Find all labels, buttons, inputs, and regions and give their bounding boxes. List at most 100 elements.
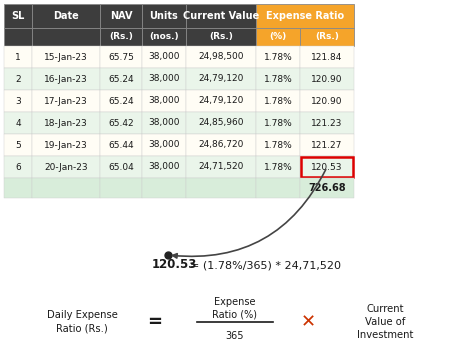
FancyBboxPatch shape <box>142 46 186 68</box>
FancyBboxPatch shape <box>4 156 32 178</box>
Text: 1: 1 <box>15 52 21 62</box>
Text: 65.24: 65.24 <box>108 97 134 105</box>
FancyBboxPatch shape <box>300 28 354 46</box>
Text: 24,86,720: 24,86,720 <box>198 140 244 150</box>
FancyBboxPatch shape <box>100 90 142 112</box>
Text: =: = <box>147 313 163 331</box>
FancyBboxPatch shape <box>186 112 256 134</box>
FancyBboxPatch shape <box>100 112 142 134</box>
Text: 120.90: 120.90 <box>311 75 343 84</box>
Text: 120.53: 120.53 <box>311 163 343 172</box>
FancyBboxPatch shape <box>300 112 354 134</box>
FancyBboxPatch shape <box>300 46 354 68</box>
Text: 121.27: 121.27 <box>311 140 343 150</box>
FancyBboxPatch shape <box>300 134 354 156</box>
FancyBboxPatch shape <box>100 156 142 178</box>
FancyBboxPatch shape <box>186 68 256 90</box>
Text: 121.84: 121.84 <box>311 52 343 62</box>
FancyBboxPatch shape <box>100 68 142 90</box>
FancyBboxPatch shape <box>142 68 186 90</box>
FancyBboxPatch shape <box>300 156 354 178</box>
Text: 24,71,520: 24,71,520 <box>198 163 244 172</box>
Text: 65.24: 65.24 <box>108 75 134 84</box>
FancyBboxPatch shape <box>4 134 32 156</box>
Text: ✕: ✕ <box>301 313 316 331</box>
Text: 120.53: 120.53 <box>152 258 197 272</box>
Text: Units: Units <box>150 11 178 21</box>
FancyBboxPatch shape <box>32 134 100 156</box>
Text: 1.78%: 1.78% <box>264 75 292 84</box>
Text: 726.68: 726.68 <box>308 183 346 193</box>
FancyBboxPatch shape <box>100 4 142 28</box>
FancyBboxPatch shape <box>142 4 186 28</box>
Text: 65.75: 65.75 <box>108 52 134 62</box>
Text: 365: 365 <box>226 331 244 341</box>
FancyBboxPatch shape <box>256 28 300 46</box>
Text: 15-Jan-23: 15-Jan-23 <box>44 52 88 62</box>
Text: 1.78%: 1.78% <box>264 97 292 105</box>
FancyBboxPatch shape <box>256 68 300 90</box>
Text: 3: 3 <box>15 97 21 105</box>
FancyBboxPatch shape <box>300 178 354 198</box>
Text: Expense
Ratio (%): Expense Ratio (%) <box>212 297 257 319</box>
Text: Current
Value of
Investment: Current Value of Investment <box>357 304 413 340</box>
Text: 24,98,500: 24,98,500 <box>198 52 244 62</box>
Text: (nos.): (nos.) <box>149 33 179 42</box>
FancyBboxPatch shape <box>186 46 256 68</box>
Text: 24,85,960: 24,85,960 <box>198 118 244 127</box>
Text: 5: 5 <box>15 140 21 150</box>
FancyBboxPatch shape <box>4 46 32 68</box>
FancyBboxPatch shape <box>32 178 100 198</box>
Text: 1.78%: 1.78% <box>264 163 292 172</box>
FancyBboxPatch shape <box>32 28 100 46</box>
Text: 38,000: 38,000 <box>148 75 180 84</box>
Text: 1.78%: 1.78% <box>264 52 292 62</box>
FancyBboxPatch shape <box>186 156 256 178</box>
Text: NAV: NAV <box>110 11 132 21</box>
Text: 1.78%: 1.78% <box>264 140 292 150</box>
FancyBboxPatch shape <box>142 134 186 156</box>
FancyBboxPatch shape <box>32 46 100 68</box>
Text: 120.90: 120.90 <box>311 97 343 105</box>
Text: SL: SL <box>11 11 25 21</box>
FancyBboxPatch shape <box>4 112 32 134</box>
FancyBboxPatch shape <box>4 4 32 28</box>
FancyBboxPatch shape <box>142 90 186 112</box>
FancyBboxPatch shape <box>32 112 100 134</box>
Text: 19-Jan-23: 19-Jan-23 <box>44 140 88 150</box>
Text: 38,000: 38,000 <box>148 118 180 127</box>
Text: (Rs.): (Rs.) <box>109 33 133 42</box>
Text: Daily Expense
Ratio (Rs.): Daily Expense Ratio (Rs.) <box>46 310 118 334</box>
FancyBboxPatch shape <box>4 28 32 46</box>
Text: 121.23: 121.23 <box>311 118 343 127</box>
FancyBboxPatch shape <box>256 46 300 68</box>
FancyBboxPatch shape <box>32 156 100 178</box>
Text: 38,000: 38,000 <box>148 97 180 105</box>
FancyBboxPatch shape <box>142 178 186 198</box>
Text: Date: Date <box>53 11 79 21</box>
Text: 2: 2 <box>15 75 21 84</box>
FancyBboxPatch shape <box>32 68 100 90</box>
FancyBboxPatch shape <box>32 4 100 28</box>
Text: Current Value: Current Value <box>183 11 259 21</box>
Text: 24,79,120: 24,79,120 <box>198 97 244 105</box>
FancyBboxPatch shape <box>32 90 100 112</box>
FancyBboxPatch shape <box>300 90 354 112</box>
FancyBboxPatch shape <box>256 178 300 198</box>
FancyBboxPatch shape <box>142 112 186 134</box>
Text: 38,000: 38,000 <box>148 140 180 150</box>
FancyBboxPatch shape <box>186 134 256 156</box>
FancyBboxPatch shape <box>4 178 32 198</box>
Text: 38,000: 38,000 <box>148 163 180 172</box>
Text: 20-Jan-23: 20-Jan-23 <box>44 163 88 172</box>
FancyBboxPatch shape <box>100 178 142 198</box>
FancyBboxPatch shape <box>4 68 32 90</box>
Text: 4: 4 <box>15 118 21 127</box>
FancyBboxPatch shape <box>100 134 142 156</box>
FancyBboxPatch shape <box>186 4 256 28</box>
FancyBboxPatch shape <box>186 178 256 198</box>
FancyBboxPatch shape <box>256 156 300 178</box>
Text: 16-Jan-23: 16-Jan-23 <box>44 75 88 84</box>
FancyBboxPatch shape <box>256 90 300 112</box>
FancyBboxPatch shape <box>100 46 142 68</box>
